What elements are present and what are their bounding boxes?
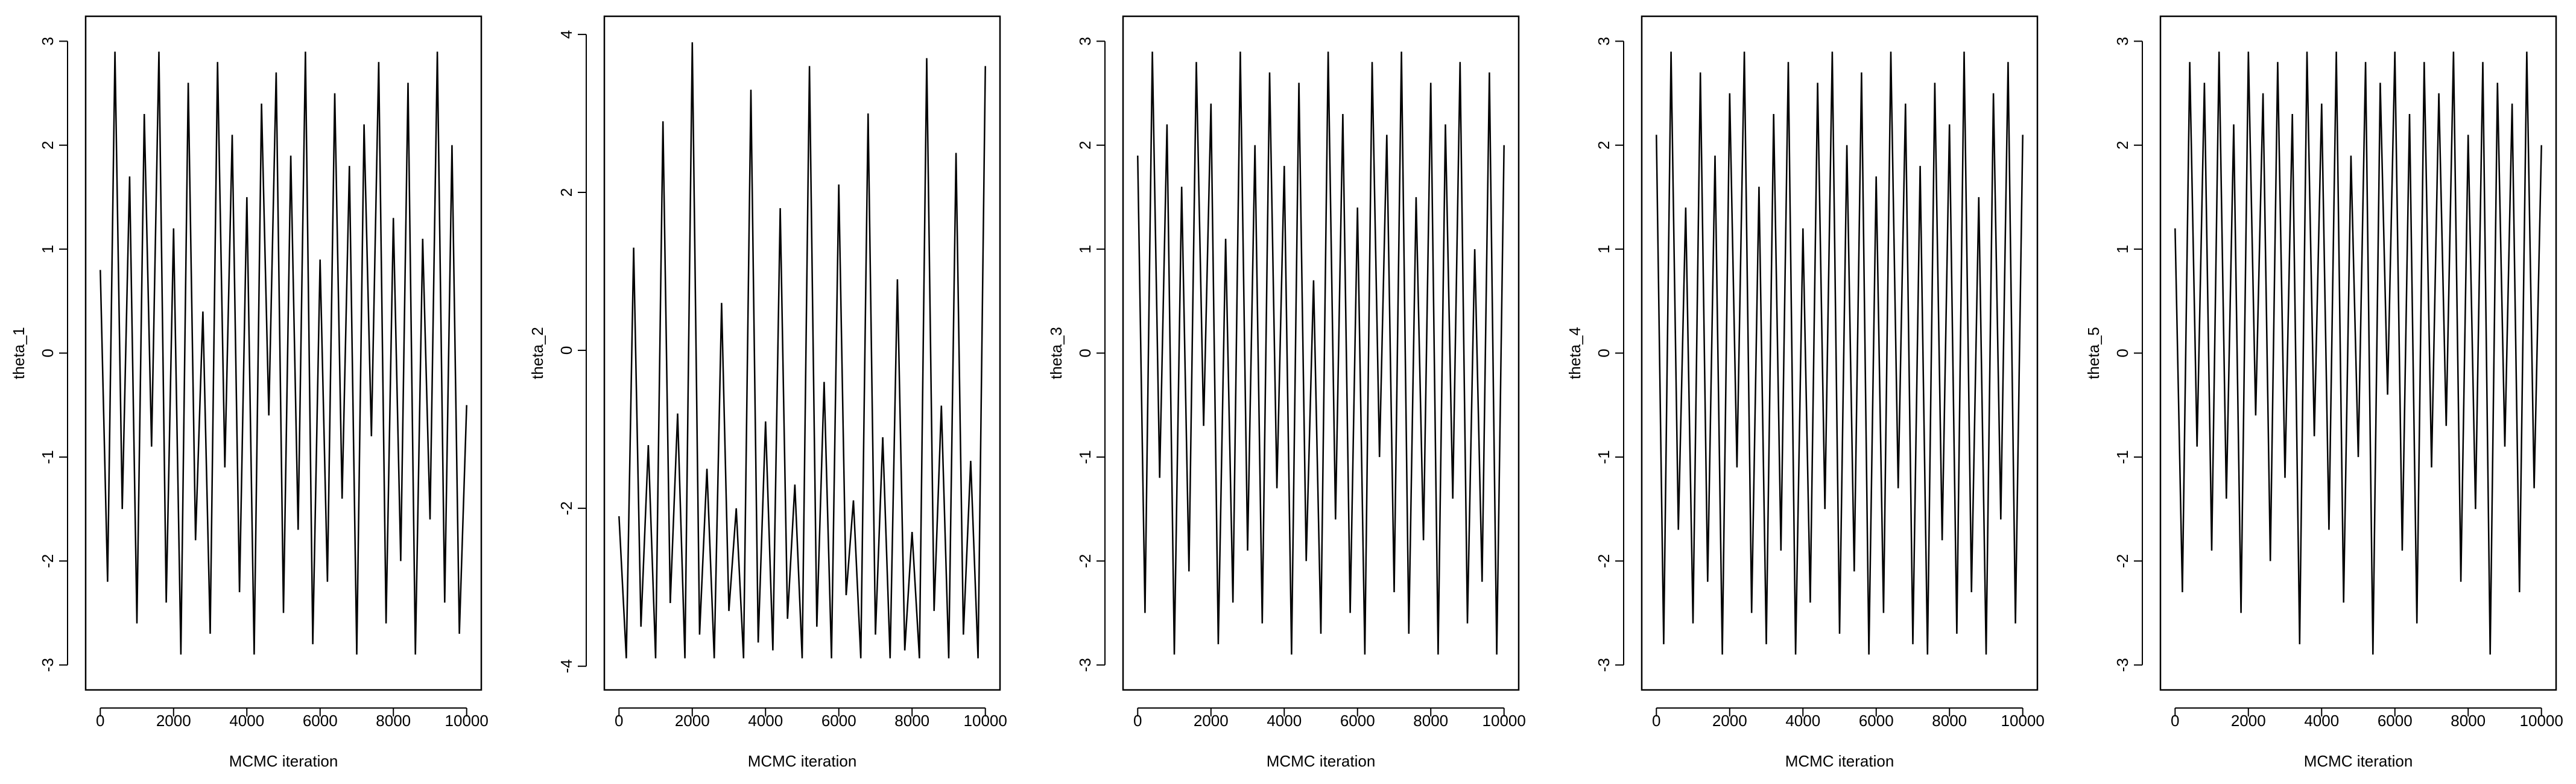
x-tick-label: 4000	[2304, 712, 2339, 730]
x-axis-label: MCMC iteration	[2304, 752, 2413, 770]
y-tick-label: -3	[1076, 658, 1094, 672]
x-tick-label: 2000	[1194, 712, 1229, 730]
x-tick-label: 0	[2171, 712, 2179, 730]
y-axis-label: theta_1	[10, 327, 28, 379]
x-tick-label: 4000	[1785, 712, 1820, 730]
y-tick-label: 0	[557, 346, 575, 355]
y-axis-label: theta_5	[2084, 327, 2103, 379]
x-tick-label: 4000	[229, 712, 264, 730]
y-tick-label: 0	[39, 349, 57, 357]
x-tick-label: 4000	[748, 712, 783, 730]
y-tick-label: 1	[1595, 245, 1613, 253]
trace-line	[1137, 51, 1505, 655]
plot-frame	[2159, 15, 2557, 691]
trace-line	[618, 42, 986, 659]
y-axis-label: theta_3	[1047, 327, 1065, 379]
x-tick-label: 2000	[2231, 712, 2266, 730]
x-tick-label: 8000	[1413, 712, 1448, 730]
y-tick-label: 3	[1595, 37, 1613, 45]
y-tick-label: -3	[39, 658, 57, 672]
x-tick-label: 0	[615, 712, 623, 730]
trace-line	[100, 51, 467, 655]
y-tick-label: -2	[39, 554, 57, 568]
x-axis-label: MCMC iteration	[748, 752, 857, 770]
y-tick-label: -2	[1076, 554, 1094, 568]
x-tick-label: 6000	[1340, 712, 1375, 730]
y-axis-label: theta_2	[528, 327, 546, 379]
x-tick-label: 2000	[156, 712, 191, 730]
y-tick-label: 2	[39, 141, 57, 150]
y-tick-label: 2	[557, 188, 575, 197]
x-tick-label: 8000	[894, 712, 929, 730]
x-axis-label: MCMC iteration	[1785, 752, 1894, 770]
y-tick-label: 0	[2113, 349, 2131, 357]
x-tick-label: 8000	[1932, 712, 1967, 730]
y-tick-label: 2	[1595, 141, 1613, 150]
x-tick-label: 10000	[2520, 712, 2563, 730]
y-tick-label: 1	[2113, 245, 2131, 253]
x-tick-label: 6000	[2378, 712, 2413, 730]
y-tick-label: -1	[1076, 450, 1094, 464]
y-tick-label: -2	[1595, 554, 1613, 568]
trace-line	[2174, 51, 2542, 655]
y-tick-label: 3	[39, 37, 57, 45]
x-tick-label: 4000	[1267, 712, 1302, 730]
x-tick-label: 2000	[1712, 712, 1747, 730]
x-tick-label: 0	[1652, 712, 1660, 730]
x-axis-label: MCMC iteration	[1267, 752, 1376, 770]
x-tick-label: 8000	[2451, 712, 2486, 730]
plot-frame	[603, 15, 1001, 691]
y-tick-label: -4	[557, 659, 575, 673]
x-tick-label: 10000	[1483, 712, 1526, 730]
y-tick-label: 1	[1076, 245, 1094, 253]
y-tick-label: 0	[1076, 349, 1094, 357]
x-tick-label: 2000	[675, 712, 710, 730]
y-axis-label: theta_4	[1566, 327, 1584, 379]
y-tick-label: 0	[1595, 349, 1613, 357]
x-tick-label: 10000	[964, 712, 1007, 730]
plot-frame	[1641, 15, 2039, 691]
x-tick-label: 8000	[376, 712, 411, 730]
y-tick-label: 3	[1076, 37, 1094, 45]
y-tick-label: -2	[2113, 554, 2131, 568]
x-tick-label: 6000	[821, 712, 856, 730]
x-tick-label: 0	[96, 712, 104, 730]
x-tick-label: 10000	[2001, 712, 2045, 730]
x-tick-label: 10000	[445, 712, 489, 730]
y-tick-label: -1	[1595, 450, 1613, 464]
trace-line	[1656, 51, 2024, 655]
plot-frame	[1122, 15, 1520, 691]
y-tick-label: -3	[2113, 658, 2131, 672]
y-tick-label: -3	[1595, 658, 1613, 672]
plot-frame	[84, 15, 483, 691]
y-tick-label: 3	[2113, 37, 2131, 45]
x-tick-label: 6000	[1859, 712, 1894, 730]
y-tick-label: 4	[557, 30, 575, 39]
x-tick-label: 6000	[303, 712, 338, 730]
y-tick-label: 2	[2113, 141, 2131, 150]
y-tick-label: -2	[557, 501, 575, 515]
x-axis-label: MCMC iteration	[229, 752, 338, 770]
x-tick-label: 0	[1133, 712, 1142, 730]
y-tick-label: 1	[39, 245, 57, 253]
y-tick-label: 2	[1076, 141, 1094, 150]
y-tick-label: -1	[39, 450, 57, 464]
y-tick-label: -1	[2113, 450, 2131, 464]
